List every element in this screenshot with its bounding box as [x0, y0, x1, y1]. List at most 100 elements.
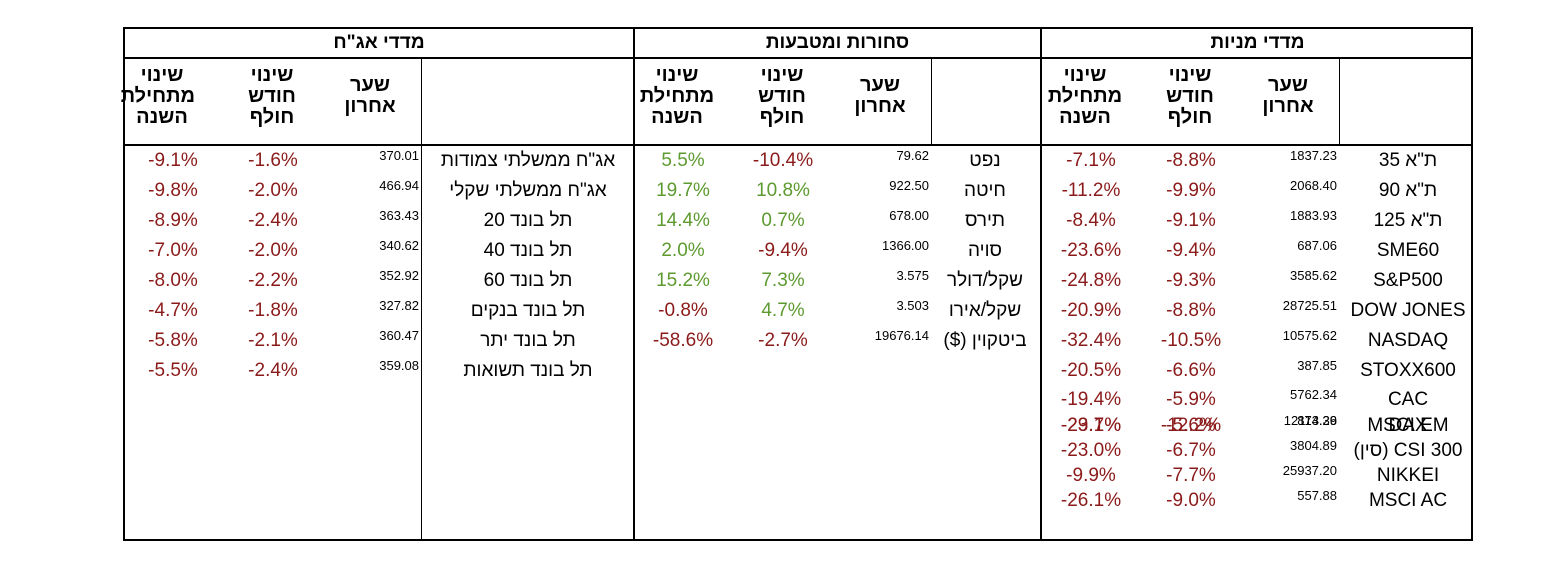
last-rate: 352.92 [379, 268, 419, 283]
column-divider [1339, 59, 1340, 146]
month-change: -8.8% [1166, 150, 1216, 171]
last-rate: 466.94 [379, 178, 419, 193]
ytd-change: -11.2% [1061, 180, 1121, 201]
column-divider [421, 59, 422, 539]
month-change: -2.4% [248, 210, 298, 231]
month-change: -9.3% [1166, 270, 1216, 291]
index-name: אג"ח ממשלתי צמודות [440, 150, 616, 171]
month-change: -9.4% [758, 240, 808, 261]
ytd-change: -5.5% [148, 360, 198, 381]
index-name: ת"א 125 [1373, 210, 1443, 231]
ytd-change: -9.9% [1066, 465, 1116, 486]
last-rate: 28725.51 [1282, 298, 1337, 313]
ytd-change: -4.7% [148, 300, 198, 321]
ytd-change: -8.9% [148, 210, 198, 231]
month-change: -1.8% [248, 300, 298, 321]
index-name: S&P500 [1373, 270, 1443, 291]
month-change: -8.8% [1166, 300, 1216, 321]
ytd-change: -23.0% [1060, 440, 1122, 461]
ytd-change: -8.4% [1066, 210, 1116, 231]
last-rate: 3.503 [896, 298, 929, 313]
stocks-month-header: שינוי חודש חולף [1166, 64, 1214, 128]
last-rate: 340.62 [379, 238, 419, 253]
last-rate: 873.29 [1297, 413, 1337, 428]
month-change: -2.0% [248, 240, 298, 261]
index-name: שקל/אירו [948, 300, 1022, 321]
month-change: -10.5% [1160, 330, 1222, 351]
ytd-change: 2.0% [661, 240, 705, 261]
last-rate: 387.85 [1297, 358, 1337, 373]
month-change: -9.0% [1166, 490, 1216, 511]
index-name: CSI 300 (סין) [1353, 440, 1463, 461]
stocks-last-header: שער אחרון [1262, 74, 1314, 117]
last-rate: 1837.23 [1290, 148, 1337, 163]
ytd-change: -9.1% [148, 150, 198, 171]
index-name: תל בונד 20 [483, 210, 573, 231]
commodities-last-header: שער אחרון [854, 74, 906, 117]
bonds-ytd-header: שינוי מתחילת השנה [120, 64, 195, 128]
commodities-month-header: שינוי חודש חולף [758, 64, 806, 128]
last-rate: 1883.93 [1290, 208, 1337, 223]
month-change: -6.7% [1166, 440, 1216, 461]
last-rate: 12114.36 [1283, 413, 1337, 428]
index-name: MSCI EM [1367, 415, 1449, 436]
index-name: סויה [968, 240, 1002, 261]
last-rate: 19676.14 [874, 328, 929, 343]
ytd-change: 14.4% [656, 210, 710, 231]
last-rate: 3804.89 [1290, 438, 1337, 453]
ytd-change: -19.4% [1060, 389, 1122, 410]
last-rate: 678.00 [889, 208, 929, 223]
commodities-section-title: סחורות ומטבעות [765, 32, 910, 53]
ytd-change: 19.7% [656, 180, 710, 201]
month-change: -1.6% [248, 150, 298, 171]
month-change: -5.9% [1166, 389, 1216, 410]
month-change: -12.2% [1160, 415, 1222, 436]
ytd-change: -29.1% [1060, 415, 1122, 436]
last-rate: 25937.20 [1282, 463, 1337, 478]
ytd-change: -9.8% [148, 180, 198, 201]
month-change: -10.4% [752, 150, 814, 171]
index-name: DAX [1388, 415, 1428, 436]
ytd-change: -24.8% [1060, 270, 1122, 291]
last-rate: 557.88 [1297, 488, 1337, 503]
last-rate: 3585.62 [1290, 268, 1337, 283]
last-rate: 327.82 [379, 298, 419, 313]
month-change: 0.7% [761, 210, 805, 231]
ytd-change: -0.8% [658, 300, 708, 321]
commodities-ytd-header: שינוי מתחילת השנה [639, 64, 715, 128]
column-divider [931, 59, 932, 146]
index-name: תל בונד תשואות [463, 360, 593, 381]
index-name: תל בונד בנקים [470, 300, 586, 321]
last-rate: 687.06 [1297, 238, 1337, 253]
index-name: ת"א 35 [1378, 150, 1438, 171]
index-name: DOW JONES [1350, 300, 1466, 321]
ytd-change: -5.8% [148, 330, 198, 351]
index-name: תל בונד 60 [483, 270, 573, 291]
ytd-change: -7.0% [148, 240, 198, 261]
ytd-change: -20.5% [1060, 360, 1122, 381]
index-name: ת"א 90 [1378, 180, 1438, 201]
last-rate: 79.62 [896, 148, 929, 163]
section-divider [1040, 29, 1042, 539]
index-name: STOXX600 [1360, 360, 1456, 381]
index-name: נפט [969, 150, 1001, 171]
stocks-ytd-header: שינוי מתחילת השנה [1047, 64, 1123, 128]
section-divider [633, 29, 635, 539]
month-change: -7.7% [1166, 465, 1216, 486]
ytd-change: 5.5% [661, 150, 705, 171]
last-rate: 922.50 [889, 178, 929, 193]
bonds-month-header: שינוי חודש חולף [248, 64, 296, 128]
month-change: 10.8% [756, 180, 810, 201]
ytd-change: -58.6% [652, 330, 714, 351]
bonds-last-header: שער אחרון [344, 74, 396, 117]
index-name: תל בונד יתר [480, 330, 576, 351]
last-rate: 360.47 [379, 328, 419, 343]
market-summary-table: מדדי אג"ח סחורות ומטבעות מדדי מניות שינו… [120, 27, 1473, 541]
last-rate: 3.575 [896, 268, 929, 283]
month-change: -2.7% [758, 330, 808, 351]
last-rate: 5762.34 [1290, 387, 1337, 402]
stocks-section-title: מדדי מניות [1210, 32, 1305, 53]
ytd-change: -32.4% [1060, 330, 1122, 351]
title-divider [125, 57, 1471, 59]
ytd-change: -8.0% [148, 270, 198, 291]
